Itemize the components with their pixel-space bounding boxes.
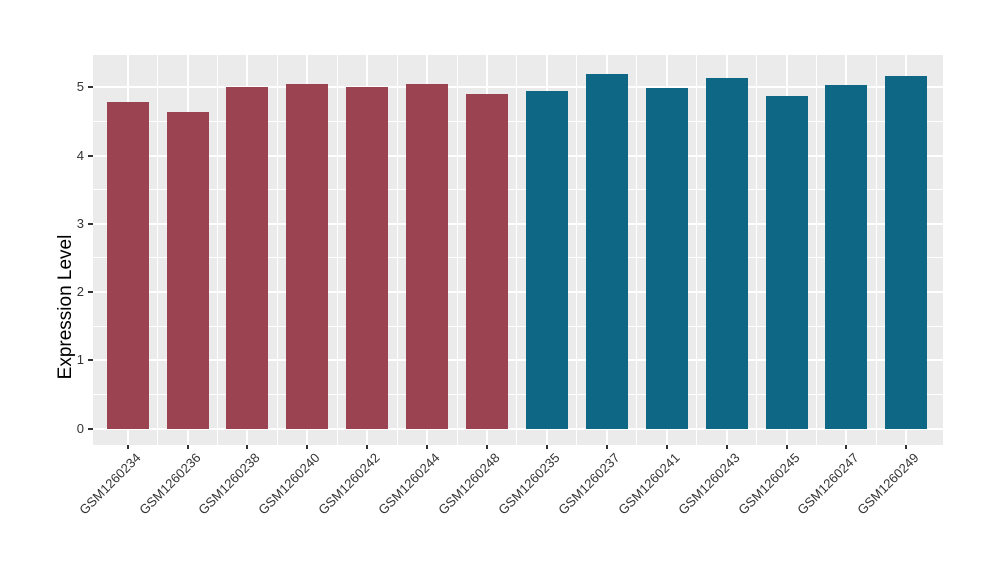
major-gridline-y: [93, 222, 943, 225]
minor-gridline-x: [396, 55, 398, 445]
minor-gridline-y: [93, 120, 943, 122]
bar-GSM1260249: [885, 76, 928, 429]
x-tick-mark: [426, 445, 429, 449]
minor-gridline-y: [93, 189, 943, 191]
bar-GSM1260243: [705, 78, 748, 429]
y-tick-label: 3: [76, 215, 84, 231]
x-tick-label: GSM1260245: [734, 450, 803, 518]
major-gridline-y: [93, 154, 943, 157]
bar-GSM1260242: [346, 86, 389, 429]
minor-gridline-x: [756, 55, 758, 445]
major-gridline-y: [93, 86, 943, 89]
x-tick-label: GSM1260243: [674, 450, 743, 518]
x-tick-mark: [366, 445, 369, 449]
x-tick-mark: [905, 445, 908, 449]
major-gridline-y: [93, 291, 943, 294]
y-tick-label: 5: [76, 79, 84, 95]
x-tick-label: GSM1260242: [315, 450, 383, 518]
x-tick-mark: [486, 445, 488, 449]
y-tick-mark: [88, 154, 93, 157]
minor-gridline-y: [93, 257, 943, 259]
x-tick-label: GSM1260240: [255, 450, 323, 518]
x-tick-label: GSM1260249: [854, 450, 922, 518]
x-tick-mark: [246, 445, 249, 449]
x-tick-label: GSM1260237: [555, 450, 623, 518]
x-tick-label: GSM1260236: [135, 450, 204, 518]
x-tick-mark: [545, 445, 548, 449]
bar-GSM1260247: [825, 85, 868, 429]
y-tick-label: 0: [76, 420, 84, 436]
x-tick-mark: [186, 445, 189, 449]
x-tick-mark: [785, 445, 788, 449]
minor-gridline-y: [93, 325, 943, 327]
minor-gridline-x: [696, 55, 698, 445]
x-tick-label: GSM1260234: [75, 450, 144, 518]
y-tick-label: 1: [76, 352, 84, 368]
minor-gridline-x: [157, 55, 159, 445]
y-tick-label: 2: [76, 284, 84, 300]
bar-GSM1260248: [466, 94, 508, 429]
bar-GSM1260237: [585, 73, 628, 429]
minor-gridline-x: [516, 55, 518, 445]
major-gridline-y: [93, 359, 943, 362]
minor-gridline-x: [216, 55, 218, 445]
y-tick-mark: [88, 427, 93, 430]
y-tick-mark: [88, 359, 93, 362]
minor-gridline-x: [636, 55, 638, 445]
x-tick-label: GSM1260238: [195, 450, 263, 518]
x-tick-mark: [306, 445, 309, 449]
bar-GSM1260235: [525, 90, 568, 429]
x-tick-label: GSM1260248: [435, 450, 503, 518]
bar-GSM1260234: [106, 102, 149, 429]
x-tick-mark: [725, 445, 728, 449]
bar-GSM1260238: [226, 87, 269, 429]
x-tick-mark: [605, 445, 608, 449]
x-tick-label: GSM1260235: [495, 450, 563, 518]
y-tick-label: 4: [76, 147, 84, 163]
x-tick-mark: [665, 445, 668, 449]
bar-GSM1260240: [286, 83, 329, 429]
minor-gridline-x: [576, 55, 578, 445]
y-tick-mark: [88, 86, 93, 89]
plot-panel: [93, 55, 943, 445]
y-tick-mark: [88, 291, 93, 294]
major-gridline-y: [93, 427, 943, 430]
x-tick-mark: [126, 445, 129, 449]
minor-gridline-x: [276, 55, 278, 445]
x-tick-label: GSM1260241: [614, 450, 683, 518]
minor-gridline-y: [93, 394, 943, 396]
x-tick-label: GSM1260244: [375, 450, 443, 518]
minor-gridline-x: [336, 55, 338, 445]
y-tick-mark: [88, 222, 93, 225]
minor-gridline-x: [456, 55, 458, 445]
x-tick-label: GSM1260247: [794, 450, 862, 518]
bar-GSM1260245: [765, 96, 808, 429]
minor-gridline-x: [875, 55, 877, 445]
x-tick-mark: [845, 445, 848, 449]
minor-gridline-x: [815, 55, 817, 445]
bar-GSM1260241: [645, 87, 688, 429]
bar-GSM1260236: [166, 112, 209, 429]
bar-GSM1260244: [406, 84, 449, 429]
